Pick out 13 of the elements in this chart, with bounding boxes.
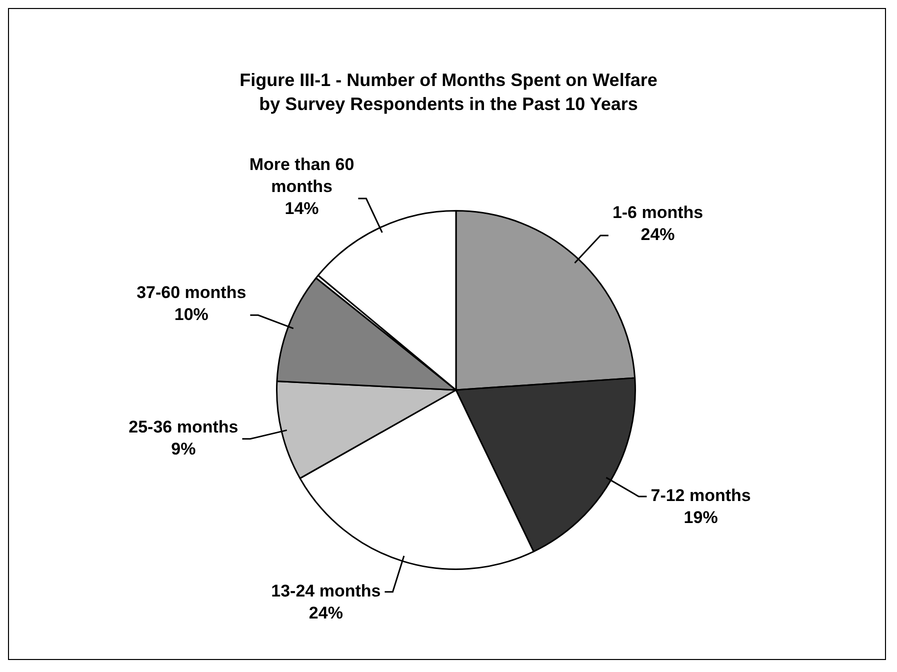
slice-label: 25-36 months bbox=[128, 418, 238, 437]
slice-label: 7-12 months bbox=[650, 486, 751, 506]
slice-label: More than 60 months bbox=[249, 155, 354, 196]
slice-label: 37-60 months bbox=[136, 282, 246, 302]
chart-title: Figure III-1 - Number of Months Spent on Welfare by Survey Respondents in the Past 10 Years bbox=[238, 69, 658, 116]
slice-label: 1-6 months bbox=[612, 203, 704, 222]
data-label: 24% bbox=[640, 225, 675, 244]
data-label: 14% bbox=[284, 199, 319, 218]
data-label: 24% bbox=[308, 604, 343, 623]
data-label: 19% bbox=[684, 508, 718, 528]
data-label: 10% bbox=[174, 304, 208, 324]
data-label: 9% bbox=[171, 440, 196, 459]
slice-label: 13-24 months bbox=[271, 582, 381, 601]
